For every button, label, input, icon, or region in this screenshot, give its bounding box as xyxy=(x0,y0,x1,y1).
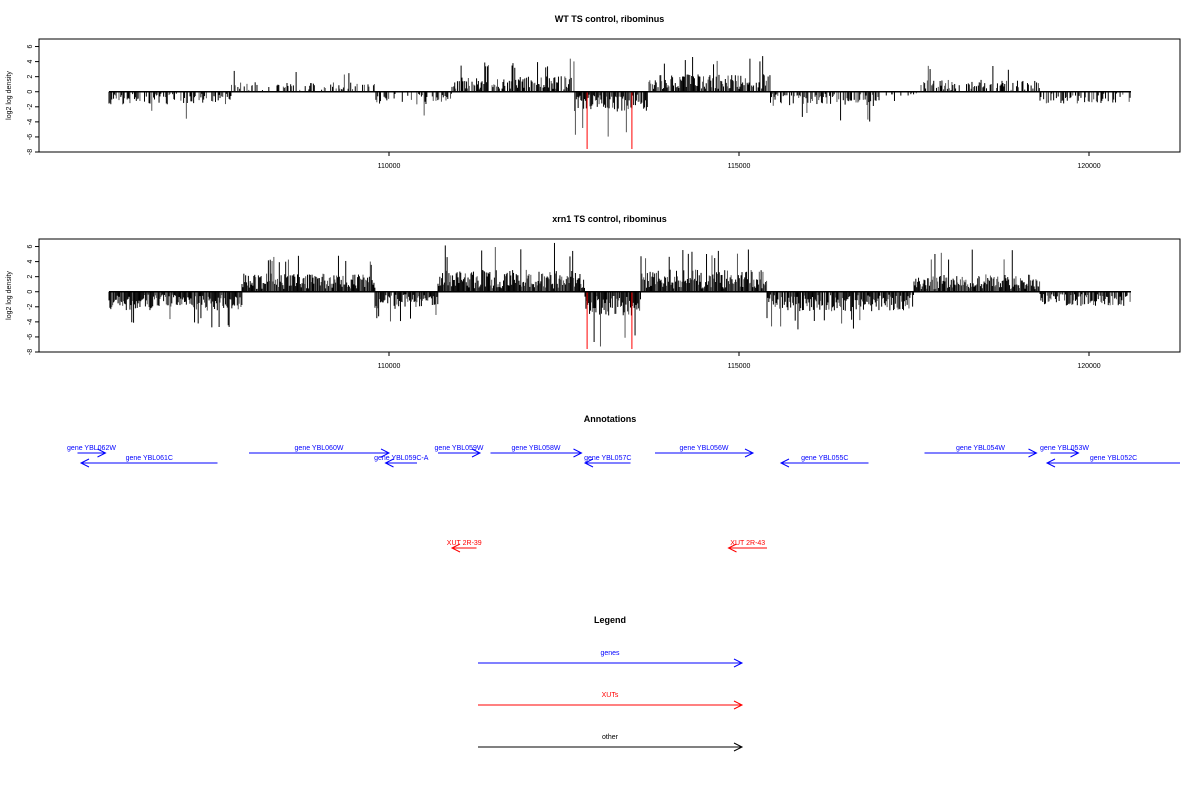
gene-label: gene YBL056W xyxy=(680,445,729,452)
gene-arrow: gene YBL054W xyxy=(924,445,1038,458)
y-tick-label: -8 xyxy=(27,149,34,155)
gene-arrow-head xyxy=(380,448,391,458)
gene-label: gene YBL060W xyxy=(295,445,344,452)
gene-arrow: gene YBL062W xyxy=(67,445,116,458)
gene-arrow-head xyxy=(573,448,583,458)
gene-label: gene YBL058W xyxy=(512,445,561,452)
gene-arrow: gene YBL061C xyxy=(79,455,218,468)
gene-arrow: gene YBL056W xyxy=(655,445,755,458)
plot-frame xyxy=(38,38,1181,153)
x-tick-label: 120000 xyxy=(1077,363,1100,370)
gene-arrow-head xyxy=(779,458,790,468)
y-tick-label: -6 xyxy=(27,334,34,340)
y-tick-label: -6 xyxy=(27,134,34,140)
gene-arrow-head xyxy=(583,458,594,468)
y-tick-label: 2 xyxy=(27,275,34,279)
y-tick-label: -4 xyxy=(27,319,34,325)
gene-label: gene YBL057C xyxy=(584,455,631,462)
legend-item-head xyxy=(733,658,744,668)
legend-item-label: other xyxy=(602,734,619,741)
legend-title: Legend xyxy=(594,615,626,625)
y-axis-label: log2 log density xyxy=(6,71,13,120)
x-tick-label: 120000 xyxy=(1077,163,1100,170)
chart-panel-2: xrn1 TS control, ribominus log2 log densi… xyxy=(6,214,1181,370)
gene-arrow-head xyxy=(1028,448,1038,458)
xut-label: XUT 2R-39 xyxy=(447,540,482,547)
annotations-title: Annotations xyxy=(584,414,637,424)
chart-title: WT TS control, ribominus xyxy=(555,14,665,24)
x-tick-label: 115000 xyxy=(728,163,751,170)
gene-arrow: gene YBL060W xyxy=(249,445,391,458)
xut-arrow-head xyxy=(727,543,737,553)
gene-arrow-head xyxy=(1070,448,1080,458)
gene-label: gene YBL054W xyxy=(956,445,1005,452)
signal-bars xyxy=(108,242,1131,347)
legend-item: XUTs xyxy=(478,692,744,710)
x-tick-label: 115000 xyxy=(728,363,751,370)
y-tick-label: 2 xyxy=(27,75,34,79)
legend-item-label: genes xyxy=(600,650,620,657)
y-tick-label: 6 xyxy=(27,44,34,48)
gene-arrow-head xyxy=(1045,458,1056,468)
gene-arrow: gene YBL059W xyxy=(435,445,484,458)
x-tick-label: 110000 xyxy=(378,363,401,370)
gene-label: gene YBL061C xyxy=(126,455,173,462)
legend-item: other xyxy=(478,734,744,752)
annotations-panel: Annotations gene YBL062W gene YBL061C gene … xyxy=(67,414,1180,553)
y-tick-label: -2 xyxy=(27,104,34,110)
xut-arrow-head xyxy=(450,543,461,553)
gene-arrow: gene YBL052C xyxy=(1045,455,1180,468)
legend-item: genes xyxy=(478,650,744,668)
xut-arrow: XUT 2R-43 xyxy=(727,540,767,553)
gene-arrow-head xyxy=(744,448,755,458)
legend-item-head xyxy=(733,700,744,710)
gene-arrow: gene YBL057C xyxy=(583,455,631,468)
x-tick-label: 110000 xyxy=(378,163,401,170)
gene-arrow: gene YBL059C-A xyxy=(374,455,429,468)
y-tick-label: -2 xyxy=(27,304,34,310)
xut-label: XUT 2R-43 xyxy=(730,540,765,547)
signal-bars xyxy=(108,56,1131,137)
gene-arrow-head xyxy=(97,448,107,458)
y-tick-label: 4 xyxy=(27,60,34,64)
y-tick-label: 4 xyxy=(27,260,34,264)
y-tick-label: -8 xyxy=(27,349,34,355)
gene-arrow-head xyxy=(471,448,482,458)
y-axis-label: log2 log density xyxy=(6,271,13,320)
gene-arrow-head xyxy=(384,458,394,468)
gene-label: gene YBL059C-A xyxy=(374,455,429,462)
y-tick-label: 0 xyxy=(27,290,34,294)
plot-frame xyxy=(38,238,1181,353)
gene-label: gene YBL053W xyxy=(1040,445,1089,452)
gene-label: gene YBL062W xyxy=(67,445,116,452)
chart-title: xrn1 TS control, ribominus xyxy=(552,214,667,224)
gene-arrow-head xyxy=(79,458,90,468)
gene-arrow: gene YBL053W xyxy=(1040,445,1089,458)
y-tick-label: 6 xyxy=(27,244,34,248)
xut-arrow: XUT 2R-39 xyxy=(447,540,482,553)
legend: Legend genes XUTs other xyxy=(478,615,744,752)
chart-panel-1: WT TS control, ribominus log2 log density… xyxy=(6,14,1181,170)
y-tick-label: -4 xyxy=(27,119,34,125)
gene-arrow: gene YBL055C xyxy=(779,455,869,468)
gene-label: gene YBL059W xyxy=(435,445,484,452)
legend-item-label: XUTs xyxy=(602,692,619,699)
gene-arrow: gene YBL058W xyxy=(490,445,583,458)
gene-label: gene YBL055C xyxy=(801,455,848,462)
y-tick-label: 0 xyxy=(27,90,34,94)
gene-label: gene YBL052C xyxy=(1090,455,1137,462)
legend-item-head xyxy=(733,742,744,752)
